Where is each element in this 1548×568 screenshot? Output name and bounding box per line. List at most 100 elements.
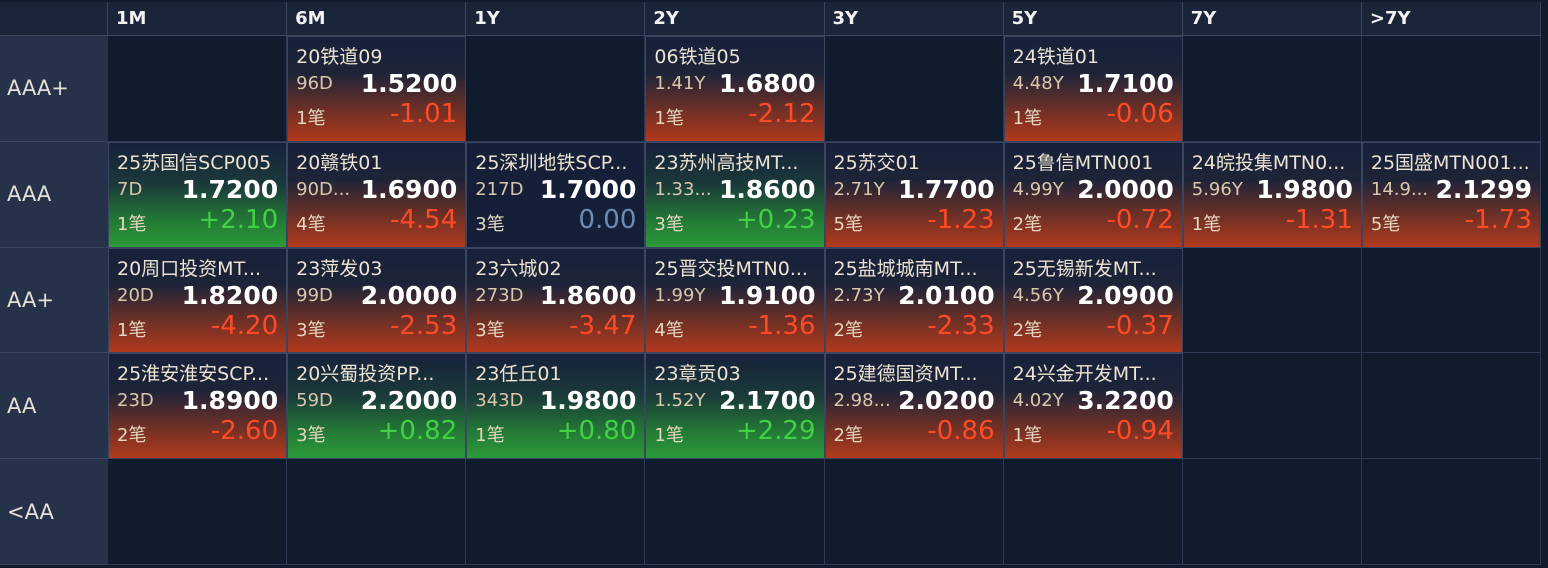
- bond-tenor: 2.98...: [833, 390, 891, 412]
- bond-name: 23萍发03: [296, 257, 383, 280]
- bond-yield: 1.7100: [1077, 69, 1174, 98]
- bond-cell[interactable]: 24铁道01 4.48Y 1.7100 1笔 -0.06: [1003, 36, 1183, 142]
- bond-tenor: 273D: [475, 284, 524, 306]
- bond-name: 23章贡03: [654, 363, 741, 386]
- bond-yield: 2.0000: [360, 280, 458, 310]
- bond-tenor: 1.41Y: [654, 73, 706, 94]
- bond-cell[interactable]: 25苏交01 2.71Y 1.7700 5笔 -1.23: [824, 141, 1004, 248]
- bond-cell[interactable]: 23苏州高技MT... 1.33... 1.8600 3笔 +0.23: [645, 141, 825, 248]
- bond-name: 25苏国信SCP005: [117, 151, 272, 174]
- bond-yield: 1.9100: [719, 280, 816, 310]
- trade-count: 3笔: [654, 213, 684, 235]
- trade-count: 3笔: [475, 213, 505, 235]
- bond-tenor: 59D: [296, 390, 333, 412]
- yield-change: -0.37: [1106, 310, 1174, 341]
- bond-cell[interactable]: 25淮安淮安SCP... 23D 1.8900 2笔 -2.60: [108, 353, 288, 460]
- bond-cell[interactable]: 25盐城城南MT... 2.73Y 2.0100 2笔 -2.33: [824, 247, 1004, 354]
- yield-change: -2.60: [210, 416, 279, 447]
- bond-tenor: 5.96Y: [1191, 178, 1243, 200]
- bond-yield: 2.2000: [360, 386, 458, 416]
- bond-cell[interactable]: 25晋交投MTN0... 1.99Y 1.9100 4笔 -1.36: [645, 247, 825, 354]
- bond-cell[interactable]: 25建德国资MT... 2.98... 2.0200 2笔 -0.86: [824, 353, 1004, 460]
- yield-change: -0.86: [927, 416, 995, 447]
- bond-tenor: 20D: [117, 284, 154, 306]
- bond-name: 25鲁信MTN001: [1012, 151, 1154, 174]
- bond-yield: 2.0000: [1077, 174, 1174, 204]
- bond-name: 20兴蜀投资PP...: [296, 363, 435, 386]
- bond-tenor: 1.52Y: [654, 390, 706, 412]
- bond-name: 24铁道01: [1012, 46, 1099, 68]
- bond-cell[interactable]: 24皖投集MTN0... 5.96Y 1.9800 1笔 -1.31: [1182, 141, 1362, 248]
- bond-name: 06铁道05: [654, 46, 741, 68]
- yield-change: -2.33: [927, 310, 995, 341]
- yield-change: -0.06: [1106, 99, 1174, 129]
- empty-cell: [645, 459, 825, 565]
- trade-count: 1笔: [475, 425, 505, 447]
- trade-count: 1笔: [1191, 213, 1222, 235]
- bond-yield: 2.1700: [719, 386, 816, 416]
- bond-name: 25国盛MTN001...: [1370, 151, 1530, 174]
- bond-cell[interactable]: 20铁道09 96D 1.5200 1笔 -1.01: [287, 36, 467, 142]
- trade-count: 5笔: [1370, 213, 1401, 235]
- bond-yield: 1.7000: [539, 174, 637, 204]
- bond-cell[interactable]: 23任丘01 343D 1.9800 1笔 +0.80: [466, 353, 646, 460]
- bond-cell[interactable]: 25鲁信MTN001 4.99Y 2.0000 2笔 -0.72: [1003, 141, 1183, 248]
- bond-yield: 1.8900: [181, 386, 279, 416]
- bond-tenor: 4.56Y: [1012, 284, 1064, 306]
- yield-change: -3.47: [569, 310, 637, 341]
- bond-cell[interactable]: 20赣铁01 90D... 1.6900 4笔 -4.54: [287, 141, 467, 248]
- bond-name: 25建德国资MT...: [833, 363, 978, 386]
- bond-tenor: 4.02Y: [1012, 390, 1064, 412]
- bond-name: 20周口投资MT...: [117, 257, 262, 280]
- yield-change: -4.20: [210, 310, 279, 341]
- trade-count: 2笔: [833, 425, 863, 447]
- bond-cell[interactable]: 06铁道05 1.41Y 1.6800 1笔 -2.12: [645, 36, 825, 142]
- bond-name: 23六城02: [475, 257, 562, 280]
- yield-change: -1.73: [1464, 204, 1532, 235]
- bond-cell[interactable]: 20兴蜀投资PP... 59D 2.2000 3笔 +0.82: [287, 353, 467, 460]
- yield-change: +0.82: [377, 416, 458, 447]
- empty-cell: [1182, 353, 1362, 460]
- bond-cell[interactable]: 23章贡03 1.52Y 2.1700 1笔 +2.29: [645, 353, 825, 460]
- yield-change: +0.23: [735, 204, 816, 235]
- yield-change: -2.12: [748, 99, 816, 129]
- trade-count: 1笔: [1012, 108, 1043, 129]
- bond-cell[interactable]: 25国盛MTN001... 14.9... 2.1299 5笔 -1.73: [1361, 141, 1541, 248]
- bond-name: 23任丘01: [475, 363, 562, 386]
- empty-cell: [1182, 36, 1362, 142]
- bond-name: 23苏州高技MT...: [654, 151, 799, 174]
- bond-cell[interactable]: 24兴金开发MT... 4.02Y 3.2200 1笔 -0.94: [1003, 353, 1183, 460]
- bond-cell[interactable]: 25深圳地铁SCP... 217D 1.7000 3笔 0.00: [466, 141, 646, 248]
- bond-cell[interactable]: 23六城02 273D 1.8600 3笔 -3.47: [466, 247, 646, 354]
- empty-cell: [466, 459, 646, 565]
- bond-yield: 2.0200: [898, 386, 995, 416]
- bond-name: 24皖投集MTN0...: [1191, 151, 1346, 174]
- trade-count: 5笔: [833, 213, 863, 235]
- bond-cell[interactable]: 23萍发03 99D 2.0000 3笔 -2.53: [287, 247, 467, 354]
- column-header: 1Y: [466, 2, 646, 36]
- bond-yield: 2.0900: [1077, 280, 1174, 310]
- bond-cell[interactable]: 25苏国信SCP005 7D 1.7200 1笔 +2.10: [108, 141, 288, 248]
- bond-yield: 1.8200: [181, 280, 279, 310]
- bond-tenor: 343D: [475, 390, 524, 412]
- bond-name: 25淮安淮安SCP...: [117, 363, 270, 386]
- bond-yield: 3.2200: [1077, 386, 1174, 416]
- yield-change: -1.01: [389, 99, 458, 129]
- bond-yield: 1.9800: [539, 386, 637, 416]
- yield-change: +2.10: [198, 204, 279, 235]
- yield-change: 0.00: [578, 204, 637, 235]
- row-label: AA: [0, 353, 108, 460]
- bond-name: 20赣铁01: [296, 151, 383, 174]
- empty-cell: [1361, 36, 1541, 142]
- bond-cell[interactable]: 25无锡新发MT... 4.56Y 2.0900 2笔 -0.37: [1003, 247, 1183, 354]
- bond-yield: 1.7700: [898, 174, 995, 204]
- trade-count: 1笔: [1012, 425, 1043, 447]
- bond-yield: 1.7200: [181, 174, 279, 204]
- trade-count: 1笔: [654, 108, 684, 129]
- bond-name: 25晋交投MTN0...: [654, 257, 808, 280]
- bond-yield: 1.5200: [360, 69, 458, 98]
- bond-cell[interactable]: 20周口投资MT... 20D 1.8200 1笔 -4.20: [108, 247, 288, 354]
- bond-yield: 1.6900: [360, 174, 458, 204]
- bond-name: 20铁道09: [296, 46, 383, 68]
